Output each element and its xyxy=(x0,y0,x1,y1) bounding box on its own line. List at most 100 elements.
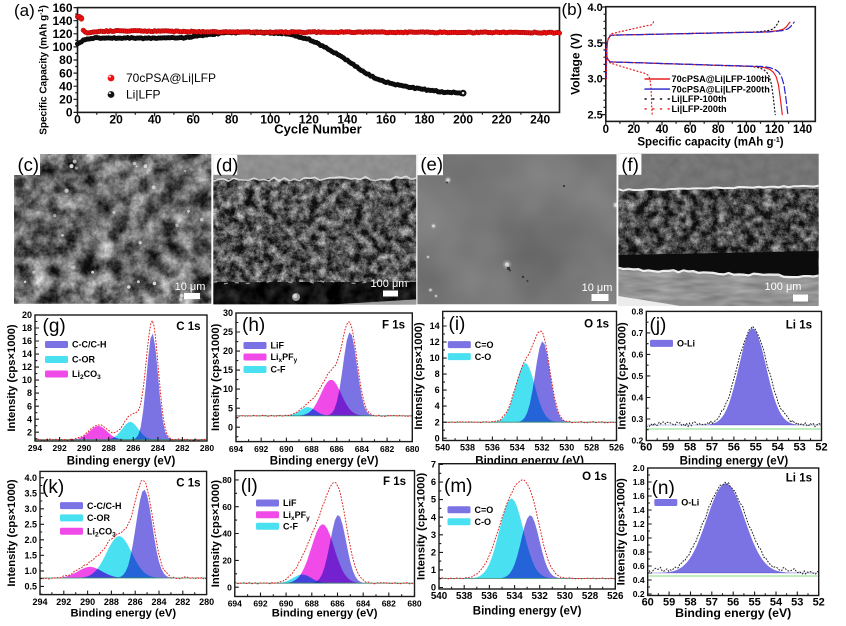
svg-text:680: 680 xyxy=(405,444,419,454)
svg-text:LixPFy: LixPFy xyxy=(283,510,310,522)
svg-text:288: 288 xyxy=(102,443,116,453)
svg-text:(i): (i) xyxy=(449,314,466,335)
svg-text:682: 682 xyxy=(382,599,396,609)
svg-text:56: 56 xyxy=(728,442,740,454)
svg-text:Li|LFP-100th: Li|LFP-100th xyxy=(672,94,728,104)
svg-text:Intensity (cps×1000): Intensity (cps×1000) xyxy=(616,478,628,586)
svg-text:Binding energy (eV): Binding energy (eV) xyxy=(67,456,176,468)
svg-text:(c): (c) xyxy=(18,154,40,175)
svg-text:686: 686 xyxy=(330,599,344,609)
svg-text:Li|LFP-200th: Li|LFP-200th xyxy=(672,104,728,114)
svg-text:LiF: LiF xyxy=(283,498,297,508)
svg-text:60: 60 xyxy=(187,112,201,126)
svg-text:160: 160 xyxy=(52,1,72,15)
svg-text:2.5: 2.5 xyxy=(588,110,603,122)
svg-text:Specific capacity (mAh g-1): Specific capacity (mAh g-1) xyxy=(637,137,783,149)
svg-text:0: 0 xyxy=(74,112,81,126)
svg-text:532: 532 xyxy=(534,443,549,453)
svg-text:14: 14 xyxy=(430,321,440,331)
svg-text:0.2: 0.2 xyxy=(633,589,645,599)
svg-text:15: 15 xyxy=(223,365,233,375)
svg-text:0.4: 0.4 xyxy=(631,393,643,403)
svg-text:20: 20 xyxy=(59,93,73,107)
svg-text:282: 282 xyxy=(175,597,190,607)
svg-text:80: 80 xyxy=(59,53,73,67)
svg-text:692: 692 xyxy=(254,444,268,454)
svg-text:(m): (m) xyxy=(444,476,472,497)
svg-text:4: 4 xyxy=(435,401,440,411)
svg-text:55: 55 xyxy=(750,442,762,454)
svg-text:532: 532 xyxy=(532,591,549,602)
svg-text:Li2CO3: Li2CO3 xyxy=(72,369,101,381)
svg-text:690: 690 xyxy=(279,599,293,609)
svg-text:Intensity (cps×1000): Intensity (cps×1000) xyxy=(6,479,18,587)
svg-text:Voltage (V): Voltage (V) xyxy=(569,33,583,95)
svg-text:56: 56 xyxy=(727,597,739,609)
svg-text:20: 20 xyxy=(222,556,232,566)
svg-text:Binding energy (eV): Binding energy (eV) xyxy=(272,608,378,620)
svg-text:80: 80 xyxy=(222,475,232,485)
svg-text:688: 688 xyxy=(305,599,319,609)
svg-text:16: 16 xyxy=(22,336,32,346)
svg-text:0.6: 0.6 xyxy=(633,561,645,571)
svg-text:0.5: 0.5 xyxy=(24,582,37,592)
svg-text:100 μm: 100 μm xyxy=(765,281,802,293)
svg-text:120: 120 xyxy=(52,27,72,41)
svg-text:100: 100 xyxy=(52,40,72,54)
svg-text:288: 288 xyxy=(104,597,119,607)
svg-text:1.8: 1.8 xyxy=(633,477,645,487)
svg-text:C=O: C=O xyxy=(475,505,494,515)
svg-text:54: 54 xyxy=(770,597,783,609)
svg-text:534: 534 xyxy=(506,591,523,602)
svg-text:6: 6 xyxy=(27,401,32,411)
svg-text:Intensity (cps×1000): Intensity (cps×1000) xyxy=(616,322,628,430)
svg-text:1.0: 1.0 xyxy=(24,566,37,576)
svg-text:O 1s: O 1s xyxy=(584,319,609,331)
svg-text:C-C/C-H: C-C/C-H xyxy=(87,501,122,511)
svg-text:70cPSA@Li|LFP-200th: 70cPSA@Li|LFP-200th xyxy=(672,84,771,94)
svg-text:3.5: 3.5 xyxy=(588,38,603,50)
svg-text:4.0: 4.0 xyxy=(588,2,603,14)
svg-text:(k): (k) xyxy=(42,477,64,498)
svg-text:292: 292 xyxy=(56,597,71,607)
svg-text:20: 20 xyxy=(223,346,233,356)
svg-text:C 1s: C 1s xyxy=(176,321,200,333)
svg-text:4: 4 xyxy=(27,414,32,424)
svg-text:C-O: C-O xyxy=(475,352,492,362)
svg-text:1: 1 xyxy=(431,565,436,575)
svg-text:0: 0 xyxy=(603,124,609,136)
svg-text:Binding energy (eV): Binding energy (eV) xyxy=(270,456,379,468)
svg-text:540: 540 xyxy=(435,443,450,453)
svg-text:684: 684 xyxy=(355,444,369,454)
svg-text:(g): (g) xyxy=(43,316,66,337)
svg-text:57: 57 xyxy=(706,597,718,609)
svg-text:Specific Capacity (mAh g-1): Specific Capacity (mAh g-1) xyxy=(38,5,50,135)
svg-text:60: 60 xyxy=(640,442,652,454)
svg-text:C-OR: C-OR xyxy=(72,355,95,365)
svg-text:4: 4 xyxy=(431,512,437,522)
svg-text:526: 526 xyxy=(607,591,624,602)
svg-text:Cycle Number: Cycle Number xyxy=(274,122,361,137)
svg-text:60: 60 xyxy=(642,597,654,609)
svg-text:80: 80 xyxy=(712,124,725,136)
svg-text:286: 286 xyxy=(128,597,143,607)
svg-text:(d): (d) xyxy=(216,154,239,175)
svg-text:20: 20 xyxy=(628,124,641,136)
svg-text:54: 54 xyxy=(772,442,785,454)
svg-text:282: 282 xyxy=(175,443,189,453)
svg-text:(l): (l) xyxy=(241,476,258,497)
svg-text:1.6: 1.6 xyxy=(633,491,645,501)
svg-text:O-Li: O-Li xyxy=(681,498,699,508)
svg-text:6: 6 xyxy=(431,477,436,487)
svg-text:(a): (a) xyxy=(14,1,35,20)
svg-text:C-F: C-F xyxy=(283,522,298,532)
svg-text:18: 18 xyxy=(22,323,32,333)
svg-text:682: 682 xyxy=(380,444,394,454)
svg-text:53: 53 xyxy=(791,597,803,609)
svg-text:220: 220 xyxy=(492,112,512,126)
svg-text:40: 40 xyxy=(59,79,73,93)
svg-text:(h): (h) xyxy=(242,315,265,336)
svg-text:59: 59 xyxy=(662,442,674,454)
svg-text:0: 0 xyxy=(66,106,73,120)
svg-text:14: 14 xyxy=(22,349,32,359)
